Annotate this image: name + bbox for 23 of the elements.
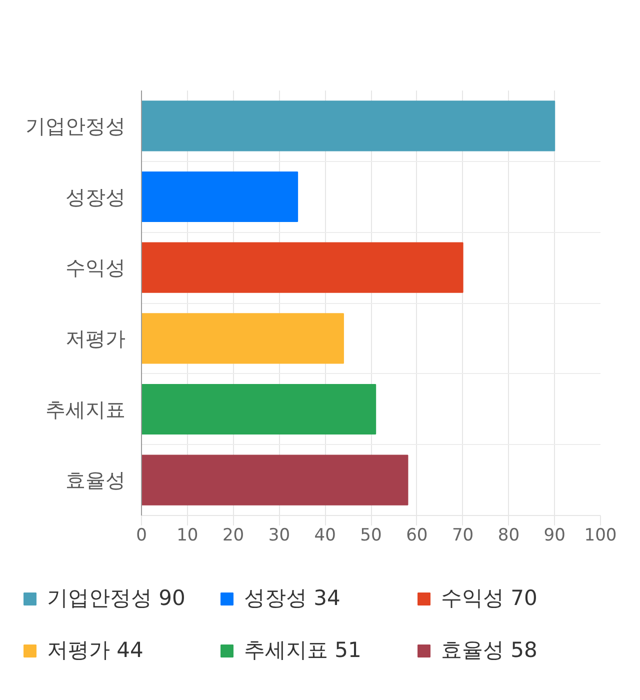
x-tick-label: 80 <box>498 526 520 546</box>
x-tick-label: 50 <box>360 526 382 546</box>
x-tick-label: 90 <box>544 526 566 546</box>
x-tick-label: 20 <box>222 526 244 546</box>
x-tick-label: 60 <box>406 526 428 546</box>
y-tick-label: 성장성 <box>66 184 126 209</box>
y-tick-label: 추세지표 <box>46 397 126 422</box>
legend-label: 수익성 70 <box>441 585 538 612</box>
y-tick-label: 기업안정성 <box>26 114 126 138</box>
x-tick-label: 70 <box>452 526 474 546</box>
x-tick-label: 0 <box>136 526 147 546</box>
y-tick-label: 효율성 <box>66 468 126 492</box>
y-tick-label: 수익성 <box>66 256 126 280</box>
x-tick-label: 30 <box>268 526 290 546</box>
x-tick-label: 100 <box>584 526 617 546</box>
x-tick-label: 40 <box>314 526 336 546</box>
x-tick-label: 10 <box>176 526 198 546</box>
legend-label: 기업안정성 90 <box>47 585 186 612</box>
legend-label: 효율성 58 <box>441 637 538 664</box>
legend-label: 저평가 44 <box>47 637 144 664</box>
legend-label: 추세지표 51 <box>244 637 362 664</box>
y-tick-label: 저평가 <box>66 326 126 350</box>
legend-label: 성장성 34 <box>244 585 342 612</box>
